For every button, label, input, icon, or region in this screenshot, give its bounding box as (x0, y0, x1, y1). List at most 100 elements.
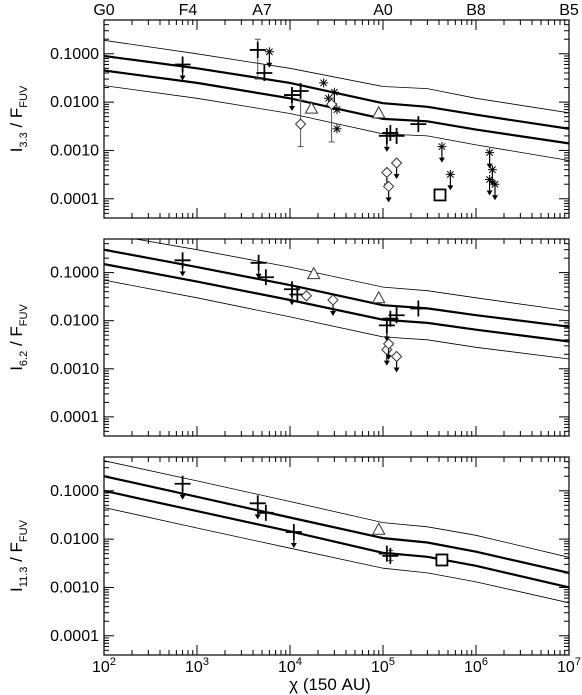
data-point-square (433, 188, 447, 202)
data-point-star (332, 124, 342, 134)
x-tick-label: 106 (464, 656, 488, 676)
star-ray (491, 180, 499, 188)
y-tick-label: 0.0100 (50, 313, 99, 330)
model-line-thick (104, 475, 569, 574)
y-tick-label: 0.0010 (50, 142, 99, 159)
model-line-thin (104, 85, 569, 161)
upper-limit-arrow (486, 163, 493, 169)
triangle-marker (306, 266, 321, 280)
data-point-triangle (371, 105, 386, 119)
data-point-square (435, 553, 449, 567)
star-ray (486, 149, 494, 157)
data-point-star (332, 105, 342, 115)
y-tick-label: 0.0001 (50, 409, 99, 426)
upper-limit-arrow (393, 367, 400, 373)
model-line-thick (104, 263, 569, 343)
diamond-marker (300, 290, 313, 302)
panel-content (104, 460, 569, 604)
data-point-plus (257, 269, 274, 286)
data-point-star (437, 142, 447, 163)
model-line-thick (104, 54, 569, 130)
panel-content (104, 239, 569, 373)
y-label-part: 6.2 (18, 351, 30, 366)
data-point-plus (410, 300, 427, 317)
y-label-part: FUV (18, 85, 30, 108)
data-point-plus (174, 475, 191, 500)
y-tick-label: 0.0001 (50, 628, 99, 645)
x-label-units: (150 AU) (298, 675, 371, 694)
x-tick-base: 10 (371, 659, 389, 676)
x-tick-base: 10 (92, 659, 110, 676)
upper-limit-arrow (438, 157, 445, 163)
spectral-type-label: B8 (466, 2, 486, 19)
panel-3: 0.0001 0.0010 0.0100 0.1000 I11.3 / FFUV (7, 456, 570, 656)
panel-frame (103, 456, 570, 656)
data-point-star (485, 148, 495, 169)
data-point-plus (388, 307, 405, 324)
y-tick-label: 0.0100 (50, 94, 99, 111)
diamond-marker (382, 338, 395, 350)
model-line-thin (104, 279, 569, 360)
data-point-plus (378, 545, 395, 562)
y-tick-label: 0.1000 (50, 265, 99, 282)
data-point-diamond (390, 350, 403, 373)
x-tick-exp: 4 (296, 656, 302, 668)
upper-limit-arrow (266, 62, 273, 68)
y-tick-label: 0.1000 (50, 46, 99, 63)
x-tick-exp: 6 (482, 656, 488, 668)
x-tick-base: 10 (185, 659, 203, 676)
data-point-plus (378, 317, 395, 342)
x-tick-exp: 3 (203, 656, 209, 668)
x-tick-label: 104 (278, 656, 302, 676)
star-ray (333, 125, 341, 133)
star-ray (488, 166, 496, 174)
upper-limit-arrow (383, 146, 390, 152)
panel-2: 0.0001 0.0010 0.0100 0.1000 I6.2 / FFUV (7, 238, 570, 437)
triangle-marker (304, 101, 319, 114)
y-label-part: / F (7, 542, 26, 567)
diamond-marker (381, 166, 393, 179)
y-label-part: / F (7, 108, 26, 133)
x-tick-base: 10 (464, 659, 482, 676)
y-axis-label: I3.3 / FFUV (7, 85, 30, 152)
star-ray (438, 143, 446, 151)
x-label-symbol: χ (289, 675, 298, 694)
model-line-thick (104, 248, 569, 328)
x-tick-label: 103 (185, 656, 209, 676)
model-line-thick (104, 489, 569, 589)
upper-limit-arrow (288, 300, 295, 306)
y-tick-label: 0.0100 (50, 531, 99, 548)
upper-limit-arrow (255, 273, 262, 279)
star-ray (265, 48, 273, 56)
data-point-plus (378, 127, 395, 152)
y-label-part: I (7, 366, 26, 371)
diamond-marker (327, 294, 339, 306)
data-point-plus (256, 65, 273, 82)
upper-limit-arrow (179, 75, 186, 81)
data-point-plus (382, 547, 399, 564)
data-point-diamond (294, 99, 307, 148)
x-tick-exp: 7 (575, 656, 581, 668)
spectral-type-label: G0 (93, 2, 114, 19)
triangle-marker (371, 105, 386, 119)
upper-limit-arrow (385, 197, 392, 203)
data-point-triangle (371, 290, 386, 304)
upper-limit-arrow (385, 354, 392, 360)
y-tick-label: 0.0001 (50, 191, 99, 208)
upper-limit-arrow (393, 173, 400, 179)
square-marker (435, 553, 449, 567)
upper-limit-arrow (447, 185, 454, 191)
panel-content (104, 38, 569, 203)
x-tick-label: 102 (92, 656, 116, 676)
data-point-plus (257, 504, 274, 521)
upper-limit-arrow (179, 494, 186, 500)
data-point-plus (283, 87, 300, 112)
triangle-marker (371, 290, 386, 304)
model-line-thin (104, 460, 569, 558)
data-point-diamond (300, 290, 313, 302)
data-point-plus (174, 252, 191, 277)
data-point-star (490, 179, 500, 201)
x-tick-exp: 2 (110, 656, 116, 668)
y-tick-label: 0.0010 (50, 579, 99, 596)
data-point-diamond (382, 338, 395, 360)
